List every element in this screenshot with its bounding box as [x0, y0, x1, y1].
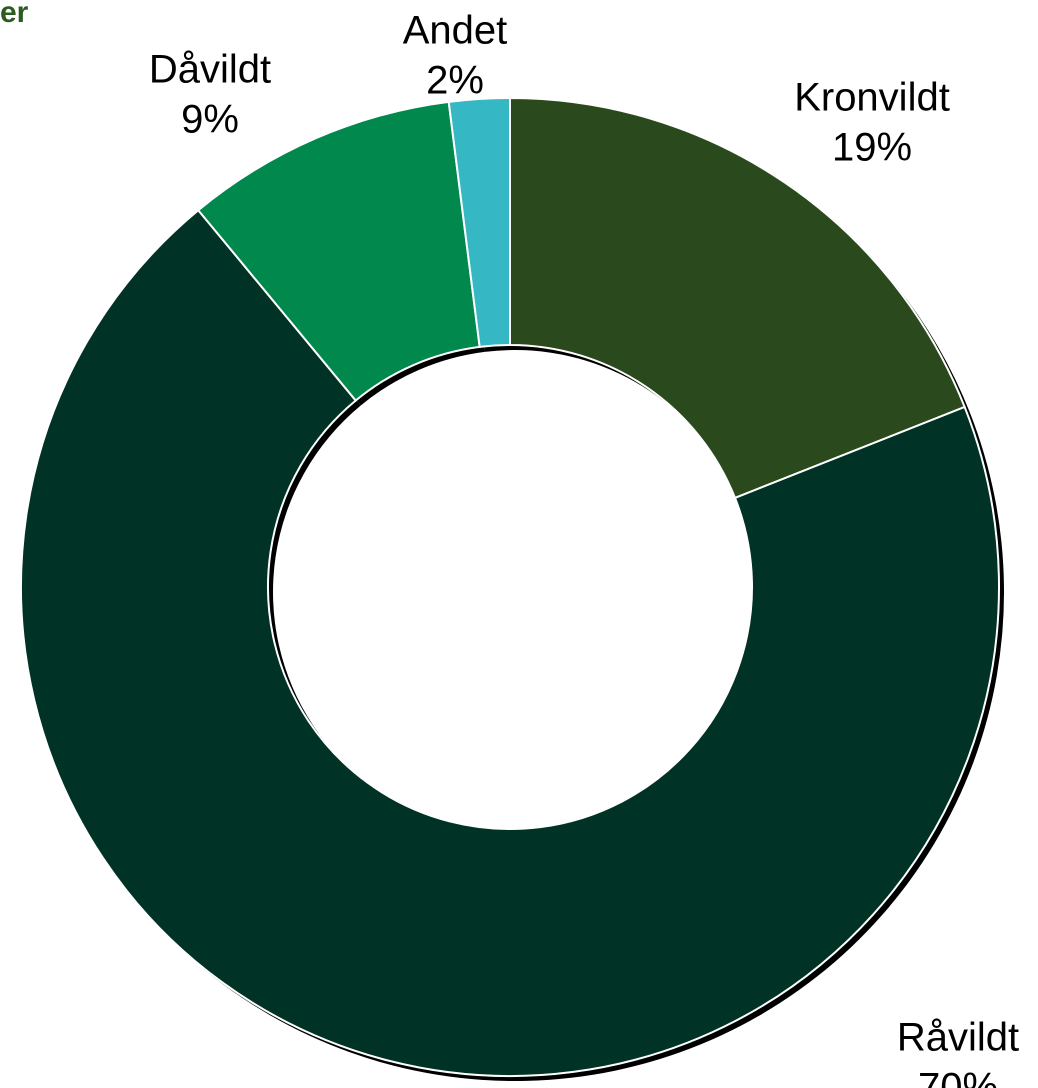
chart-title: er: [0, 0, 29, 29]
slice-value-label: 70%: [918, 1066, 998, 1088]
slice: [196, 100, 481, 402]
slice-category: Andet: [403, 9, 508, 53]
slice: [509, 96, 966, 500]
slice-category: Kronvildt: [794, 76, 950, 120]
slice-category: Dåvildt: [149, 48, 271, 92]
slice-category: Råvildt: [897, 1016, 1019, 1060]
slice-value-label: 19%: [832, 126, 912, 170]
slice-value-label: 2%: [426, 59, 484, 103]
slice: [20, 208, 1000, 1077]
slice-value-label: 9%: [181, 98, 239, 142]
slice: [447, 96, 511, 349]
